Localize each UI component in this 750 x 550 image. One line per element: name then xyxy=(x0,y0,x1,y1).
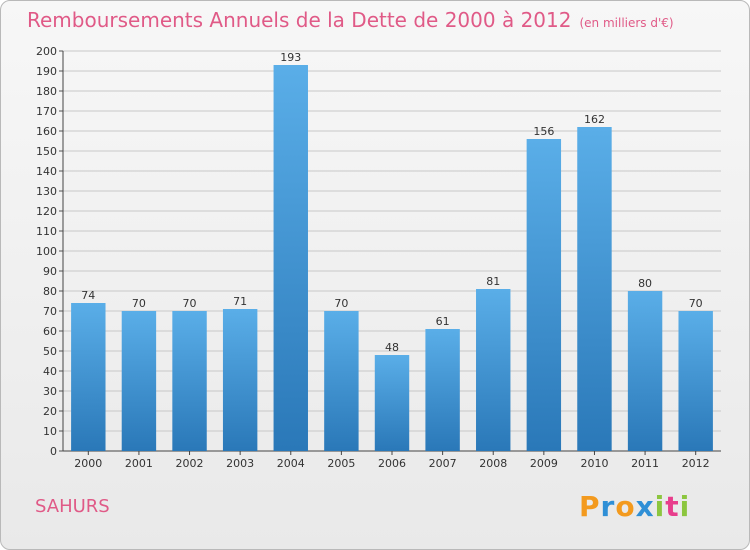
data-label: 61 xyxy=(436,315,450,328)
y-tick-label: 90 xyxy=(43,265,57,278)
x-tick-label: 2004 xyxy=(277,457,305,470)
proxiti-logo: Proxiti xyxy=(579,490,690,523)
bar xyxy=(476,289,511,451)
y-tick-label: 120 xyxy=(36,205,57,218)
y-tick-label: 40 xyxy=(43,365,57,378)
bar xyxy=(425,329,460,451)
y-tick-label: 160 xyxy=(36,125,57,138)
chart-title: Remboursements Annuels de la Dette de 20… xyxy=(27,8,674,32)
y-tick-label: 0 xyxy=(50,445,57,458)
data-label: 70 xyxy=(132,297,146,310)
x-tick-label: 2000 xyxy=(74,457,102,470)
data-label: 74 xyxy=(81,289,95,302)
bar xyxy=(324,311,359,451)
y-tick-label: 80 xyxy=(43,285,57,298)
y-tick-label: 200 xyxy=(36,45,57,58)
y-tick-label: 130 xyxy=(36,185,57,198)
y-tick-label: 190 xyxy=(36,65,57,78)
bar xyxy=(172,311,207,451)
y-tick-label: 60 xyxy=(43,325,57,338)
data-label: 156 xyxy=(533,125,554,138)
logo-letter: i xyxy=(654,490,666,523)
x-tick-label: 2012 xyxy=(682,457,710,470)
x-tick-label: 2005 xyxy=(327,457,355,470)
y-tick-label: 110 xyxy=(36,225,57,238)
y-tick-label: 70 xyxy=(43,305,57,318)
bar xyxy=(71,303,106,451)
y-tick-label: 30 xyxy=(43,385,57,398)
chart-title-unit: (en milliers d'€) xyxy=(579,16,674,30)
data-label: 70 xyxy=(689,297,703,310)
data-label: 48 xyxy=(385,341,399,354)
data-label: 71 xyxy=(233,295,247,308)
logo-letter: P xyxy=(579,490,601,523)
bar xyxy=(121,311,157,451)
x-tick-label: 2011 xyxy=(631,457,659,470)
bar xyxy=(577,127,612,451)
bar xyxy=(678,311,713,451)
bar xyxy=(374,355,410,451)
bar xyxy=(273,65,308,451)
data-label: 70 xyxy=(334,297,348,310)
data-label: 81 xyxy=(486,275,500,288)
logo-letter: r xyxy=(600,490,616,523)
data-label: 70 xyxy=(183,297,197,310)
x-tick-label: 2009 xyxy=(530,457,558,470)
x-tick-label: 2002 xyxy=(176,457,204,470)
bar xyxy=(526,139,562,451)
commune-name: SAHURS xyxy=(35,496,110,517)
logo-letter: o xyxy=(615,490,636,523)
y-tick-label: 20 xyxy=(43,405,57,418)
x-tick-label: 2008 xyxy=(479,457,507,470)
y-tick-label: 140 xyxy=(36,165,57,178)
y-tick-label: 150 xyxy=(36,145,57,158)
x-tick-label: 2006 xyxy=(378,457,406,470)
x-tick-label: 2003 xyxy=(226,457,254,470)
x-tick-label: 2010 xyxy=(580,457,608,470)
logo-letter: i xyxy=(679,490,691,523)
bar xyxy=(627,291,663,451)
bar xyxy=(222,309,258,451)
y-tick-label: 180 xyxy=(36,85,57,98)
data-label: 162 xyxy=(584,113,605,126)
y-tick-label: 10 xyxy=(43,425,57,438)
logo-letter: x xyxy=(635,490,655,523)
y-tick-label: 170 xyxy=(36,105,57,118)
x-tick-label: 2007 xyxy=(429,457,457,470)
chart-title-main: Remboursements Annuels de la Dette de 20… xyxy=(27,8,572,32)
logo-letter: t xyxy=(665,490,680,523)
data-label: 80 xyxy=(638,277,652,290)
y-tick-label: 100 xyxy=(36,245,57,258)
data-label: 193 xyxy=(280,51,301,64)
x-tick-label: 2001 xyxy=(125,457,153,470)
y-tick-label: 50 xyxy=(43,345,57,358)
